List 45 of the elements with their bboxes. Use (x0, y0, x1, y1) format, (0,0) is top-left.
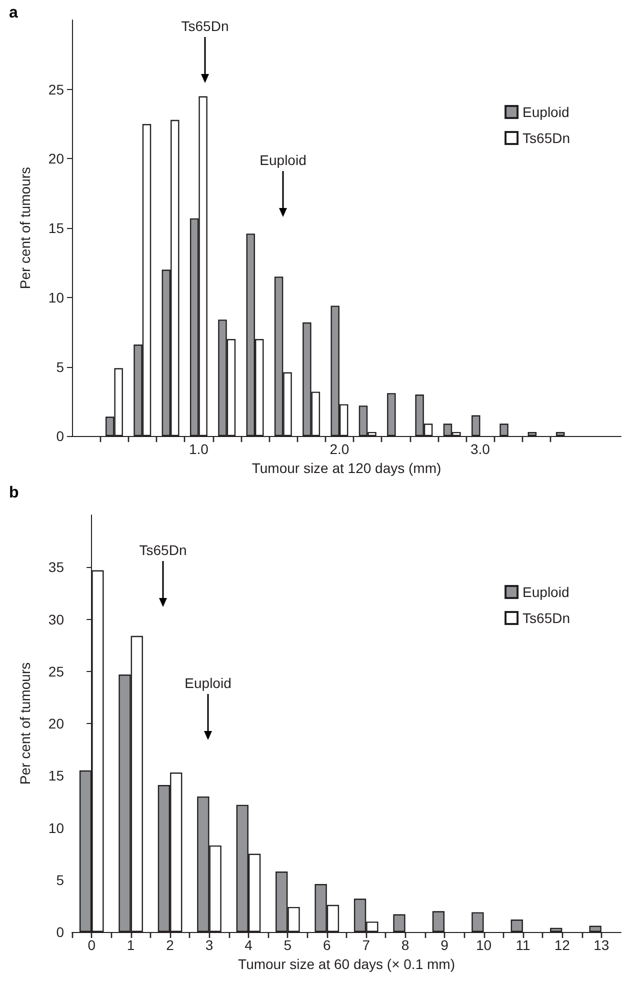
x-tick-label: 12 (554, 937, 570, 953)
x-axis-title: Tumour size at 120 days (mm) (252, 460, 442, 476)
chart-title: a (9, 4, 18, 22)
legend-label: Ts65Dn (522, 610, 570, 626)
legend-label: Ts65Dn (522, 130, 570, 146)
y-tick-label: 5 (56, 358, 64, 375)
x-tick-label: 8 (401, 937, 410, 953)
annotation: Ts65Dn (181, 18, 229, 34)
y-tick-label: 0 (56, 924, 64, 940)
y-axis-title: Per cent of tumours (17, 166, 33, 290)
annotation: Euploid (184, 675, 232, 691)
x-tick-label: 2.0 (330, 441, 350, 458)
legend-label: Euploid (522, 104, 570, 120)
y-tick-label: 25 (48, 663, 64, 680)
x-tick-label: 7 (362, 937, 370, 953)
x-tick-label: 0 (88, 937, 96, 953)
y-tick-label: 15 (48, 768, 64, 784)
x-tick-label: 5 (284, 937, 292, 953)
x-tick-label: 9 (440, 937, 449, 953)
x-axis-title: Tumour size at 60 days (× 0.1 mm) (238, 956, 455, 972)
y-tick-label: 5 (56, 872, 64, 888)
x-tick-label: 4 (244, 937, 253, 953)
chart-title: b (9, 484, 19, 502)
annotation: Ts65Dn (139, 542, 187, 558)
y-tick-label: 25 (48, 81, 64, 98)
legend-label: Euploid (522, 584, 570, 600)
x-tick-label: 3.0 (470, 441, 490, 458)
x-tick-label: 11 (516, 937, 530, 953)
x-tick-label: 2 (166, 937, 174, 953)
y-tick-label: 10 (48, 289, 64, 306)
x-tick-label: 1 (126, 937, 135, 953)
x-tick-label: 6 (322, 937, 331, 953)
y-tick-label: 10 (48, 820, 64, 836)
y-tick-label: 20 (48, 716, 64, 732)
y-tick-label: 35 (48, 559, 64, 576)
y-axis-title: Per cent of tumours (17, 662, 33, 785)
annotation: Euploid (260, 152, 306, 168)
x-tick-label: 13 (594, 937, 610, 953)
y-tick-label: 0 (56, 428, 64, 444)
y-tick-label: 15 (48, 220, 64, 236)
x-tick-label: 10 (476, 937, 492, 953)
y-tick-label: 30 (48, 611, 64, 628)
y-tick-label: 20 (48, 150, 64, 167)
x-tick-label: 1.0 (188, 441, 209, 458)
x-tick-label: 3 (205, 937, 214, 953)
